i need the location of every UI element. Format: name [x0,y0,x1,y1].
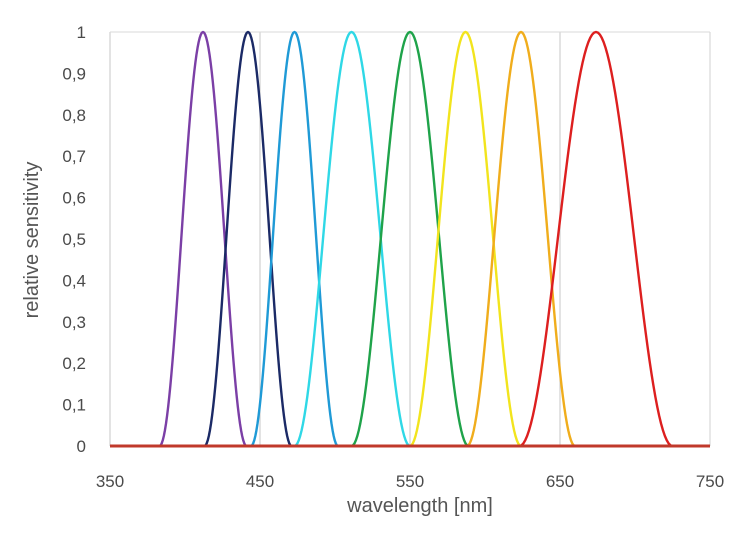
y-tick-0-4: 0,4 [62,271,86,290]
x-axis-title: wavelength [nm] [346,495,493,517]
y-tick-0-1: 0,1 [62,396,86,415]
y-tick-0-9: 0,9 [62,64,86,83]
y-tick-0-2: 0,2 [62,354,86,373]
series-curve-1 [158,30,248,448]
y-tick-labels: 0 0,1 0,2 0,3 0,4 0,5 0,6 0,7 0,8 0,9 1 [62,23,86,456]
x-tick-750: 750 [696,472,724,491]
x-tick-labels: 350 450 550 650 750 [96,472,724,491]
y-tick-0-8: 0,8 [62,106,86,125]
series-curve-8 [519,30,673,448]
x-tick-450: 450 [246,472,274,491]
y-tick-0-3: 0,3 [62,313,86,332]
series-curve-7 [466,30,576,448]
y-tick-0-5: 0,5 [62,230,86,249]
x-tick-650: 650 [546,472,574,491]
y-tick-0-7: 0,7 [62,147,86,166]
series-curve-5 [351,30,469,448]
series-curve-6 [409,30,522,448]
vertical-gridlines [109,32,711,446]
y-tick-0-6: 0,6 [62,189,86,208]
series-curve-3 [250,30,339,448]
y-axis-title: relative sensitivity [21,162,43,319]
series-layer [158,30,673,448]
y-tick-1: 1 [77,23,86,42]
x-tick-550: 550 [396,472,424,491]
x-tick-350: 350 [96,472,124,491]
series-curve-4 [294,30,411,448]
y-tick-0: 0 [77,437,86,456]
series-curve-2 [203,30,293,448]
